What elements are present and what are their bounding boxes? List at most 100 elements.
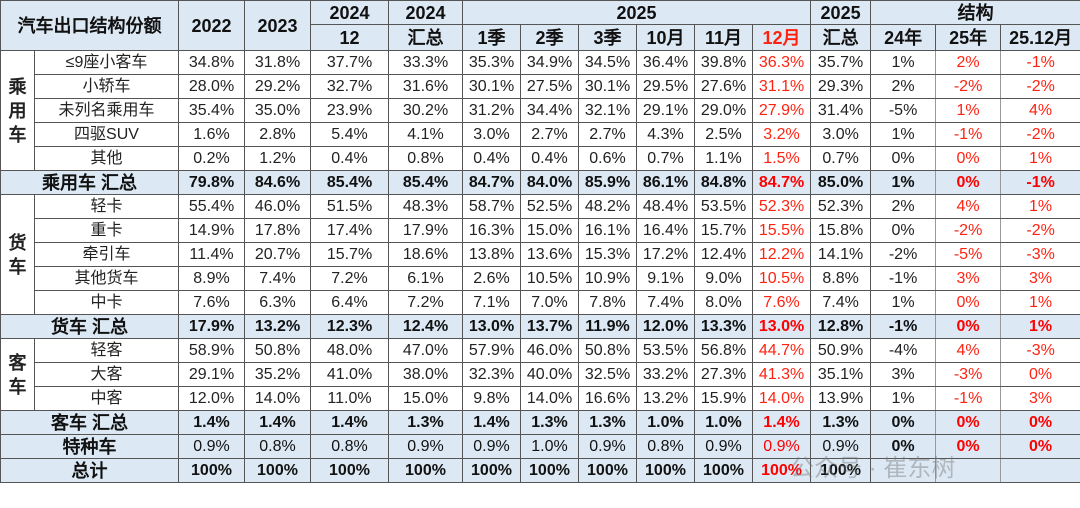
table-row: 中卡 7.6% 6.3% 6.4% 7.2% 7.1% 7.0% 7.8% 7.4% 8.0% 7.… [1, 290, 1080, 315]
value-cell: 0% [935, 290, 1002, 315]
value-cell: 8.0% [694, 290, 753, 315]
value-cell: 39.8% [694, 50, 753, 75]
value-cell: 100% [751, 458, 812, 483]
value-cell: 3% [1000, 266, 1080, 291]
value-cell: 15.7% [310, 242, 389, 267]
col-dec: 12月 [751, 24, 812, 51]
value-cell: 34.4% [520, 98, 579, 123]
value-cell: 0.7% [810, 146, 872, 171]
table-row: 乘用车 ≤9座小客车 34.8% 31.8% 37.7% 33.3% 35.3% 34.9% 3… [0, 50, 1080, 171]
value-cell: -1% [1000, 50, 1080, 75]
value-cell: 1.0% [520, 434, 579, 459]
value-cell: 15.8% [810, 218, 872, 243]
row-label: 乘用车 汇总 [0, 170, 179, 195]
value-cell: 0.8% [388, 146, 463, 171]
value-cell: 2% [935, 50, 1002, 75]
value-cell: 35.2% [244, 362, 311, 387]
value-cell: -1% [870, 314, 937, 339]
row-label: 中客 [34, 386, 179, 411]
col-2025-total: 汇总 [810, 24, 872, 51]
value-cell: 7.1% [462, 290, 521, 315]
col-2023: 2023 [244, 0, 311, 51]
value-cell: -2% [870, 242, 937, 267]
value-cell: 57.9% [462, 338, 521, 363]
value-cell: 0.7% [636, 146, 695, 171]
value-cell: 1% [935, 98, 1002, 123]
value-cell: 15.3% [578, 242, 637, 267]
value-cell: 0% [870, 434, 937, 459]
value-cell: 1% [1000, 146, 1080, 171]
value-cell: 34.8% [178, 50, 245, 75]
value-cell: 30.2% [388, 98, 463, 123]
col-structure-group: 结构 [870, 0, 1080, 25]
value-cell: 3.0% [810, 122, 872, 147]
value-cell: 46.0% [244, 194, 311, 219]
value-cell: 2.5% [694, 122, 753, 147]
table-row: 未列名乘用车 35.4% 35.0% 23.9% 30.2% 31.2% 34.4% 32.1… [1, 98, 1080, 123]
value-cell: 13.6% [520, 242, 579, 267]
value-cell: 0.9% [388, 434, 463, 459]
value-cell: 0% [935, 410, 1002, 435]
value-cell: 0.9% [462, 434, 521, 459]
row-label: 牵引车 [34, 242, 179, 267]
value-cell: 15.9% [694, 386, 753, 411]
value-cell: 35.7% [810, 50, 872, 75]
value-cell: 44.7% [751, 338, 812, 363]
value-cell: -2% [935, 218, 1002, 243]
value-cell: 9.8% [462, 386, 521, 411]
value-cell: 1.0% [694, 410, 753, 435]
summary-row: 总计 100% 100% 100% 100% 100% 100% 100% 100% 100% 10… [0, 458, 1080, 483]
value-cell: 1% [1000, 290, 1080, 315]
value-cell: 85.0% [810, 170, 872, 195]
value-cell: 35.3% [462, 50, 521, 75]
row-label: 四驱SUV [34, 122, 179, 147]
col-oct: 10月 [636, 24, 695, 51]
row-label: 小轿车 [34, 74, 179, 99]
row-label: 中卡 [34, 290, 179, 315]
col-struct-25: 25年 [935, 24, 1002, 51]
col-struct-24: 24年 [870, 24, 937, 51]
value-cell: 36.4% [636, 50, 695, 75]
value-cell: 2.6% [462, 266, 521, 291]
value-cell: 7.8% [578, 290, 637, 315]
value-cell: 15.0% [388, 386, 463, 411]
value-cell: 100% [388, 458, 463, 483]
value-cell: 16.1% [578, 218, 637, 243]
value-cell: 7.6% [178, 290, 245, 315]
value-cell: 1.4% [751, 410, 812, 435]
value-cell: 40.0% [520, 362, 579, 387]
value-cell: 12.8% [810, 314, 872, 339]
value-cell: 0% [1000, 362, 1080, 387]
value-cell: 51.5% [310, 194, 389, 219]
value-cell: 52.5% [520, 194, 579, 219]
value-cell: 58.9% [178, 338, 245, 363]
value-cell: 35.1% [810, 362, 872, 387]
value-cell: 0.2% [178, 146, 245, 171]
value-cell: 13.2% [244, 314, 311, 339]
value-cell [1000, 458, 1080, 483]
value-cell: 1.4% [244, 410, 311, 435]
value-cell: 53.5% [636, 338, 695, 363]
value-cell: 52.3% [810, 194, 872, 219]
value-cell: 4% [935, 338, 1002, 363]
value-cell: 1.3% [578, 410, 637, 435]
value-cell: 7.0% [520, 290, 579, 315]
value-cell: 48.4% [636, 194, 695, 219]
summary-row: 乘用车 汇总 79.8% 84.6% 85.4% 85.4% 84.7% 84.0% 85.9… [0, 170, 1080, 195]
value-cell: 17.8% [244, 218, 311, 243]
row-label: 货车 汇总 [0, 314, 179, 339]
value-cell: 0% [935, 434, 1002, 459]
value-cell: 13.8% [462, 242, 521, 267]
value-cell: 13.0% [462, 314, 521, 339]
value-cell: 15.5% [751, 218, 812, 243]
row-label: 未列名乘用车 [34, 98, 179, 123]
value-cell: 1.4% [462, 410, 521, 435]
value-cell: 0% [935, 314, 1002, 339]
value-cell: 35.4% [178, 98, 245, 123]
value-cell: 7.2% [388, 290, 463, 315]
value-cell: 1% [1000, 314, 1080, 339]
value-cell: 13.0% [751, 314, 812, 339]
value-cell: 15.0% [520, 218, 579, 243]
value-cell: 84.8% [694, 170, 753, 195]
value-cell: 14.1% [810, 242, 872, 267]
